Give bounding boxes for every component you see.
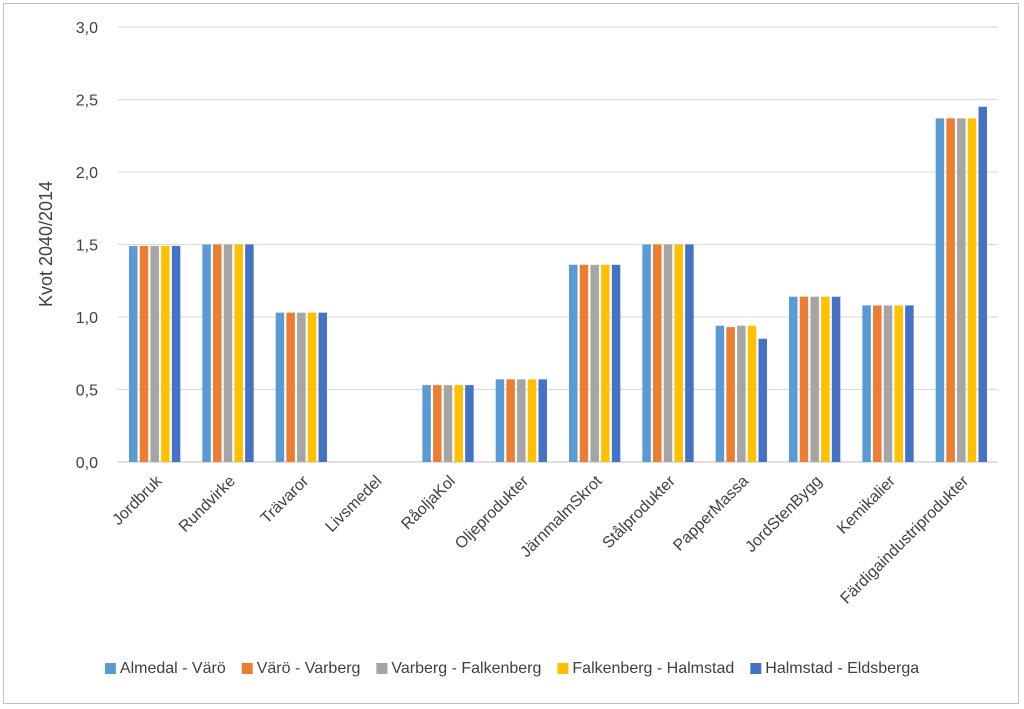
bar [873, 305, 882, 462]
bar [171, 245, 181, 462]
bar [758, 338, 767, 462]
bar [465, 385, 474, 462]
bar [946, 118, 955, 462]
bar [862, 305, 871, 462]
x-category-label: Rundvirke [176, 473, 239, 536]
x-category-label: Stålprodukter [599, 472, 679, 552]
bar [737, 325, 746, 462]
x-category-label: Livsmedel [323, 473, 386, 536]
legend-swatch [557, 663, 569, 674]
legend-label: Halmstad - Eldsberga [765, 660, 919, 677]
bar [213, 244, 222, 462]
bar [297, 312, 306, 462]
bar [161, 245, 170, 462]
y-tick-label: 1,0 [76, 310, 98, 327]
bar [202, 244, 211, 462]
y-tick-label: 2,5 [76, 93, 98, 110]
bar [286, 312, 295, 462]
x-category-label: Kemikalier [834, 472, 899, 537]
bar [747, 325, 757, 462]
bar [978, 106, 987, 462]
legend-label: Almedal - Värö [120, 660, 226, 677]
y-tick-label: 1,5 [76, 238, 98, 255]
bar [443, 385, 453, 462]
bar [506, 379, 515, 462]
bar [517, 379, 526, 462]
legend-swatch [750, 663, 762, 674]
legend-label: Falkenberg - Halmstad [572, 660, 734, 677]
bar [601, 264, 610, 462]
bar [799, 296, 809, 462]
bar [611, 264, 621, 462]
bar [894, 305, 903, 462]
bar [527, 379, 537, 462]
bar [810, 296, 819, 462]
bar [495, 379, 505, 462]
y-axis-label: Kvot 2040/2014 [36, 181, 56, 307]
y-tick-label: 0,0 [76, 455, 98, 472]
legend-item: Halmstad - Eldsberga [750, 660, 919, 677]
x-category-label: Trävaror [258, 472, 313, 527]
bar [789, 296, 798, 462]
bar [663, 244, 673, 462]
bar [967, 118, 977, 462]
bar [422, 385, 431, 462]
y-axis-ticks: 0,0 0,5 1,0 1,5 2,0 2,5 3,0 [76, 20, 98, 472]
x-axis-categories: Jordbruk Rundvirke Trävaror Livsmedel Råolja… [109, 472, 972, 608]
legend-swatch [376, 663, 388, 674]
legend-swatch [104, 663, 116, 674]
bars [129, 106, 987, 462]
legend-item: Värö - Varberg [241, 660, 361, 677]
bar [905, 305, 914, 462]
bar [685, 244, 694, 462]
bar [957, 118, 966, 462]
x-category-label: Jordbruk [109, 472, 166, 529]
bar [642, 244, 651, 462]
bar [433, 385, 442, 462]
bar [935, 118, 945, 462]
bar [129, 245, 138, 462]
x-category-label: PapperMassa [670, 473, 752, 555]
y-tick-label: 2,0 [76, 165, 98, 182]
gridlines [118, 26, 998, 463]
bar [831, 296, 841, 462]
bar [139, 245, 149, 462]
legend-item: Falkenberg - Halmstad [557, 660, 734, 677]
bar [590, 264, 599, 462]
bar [307, 312, 317, 462]
legend-item: Varberg - Falkenberg [376, 660, 541, 677]
legend-label: Varberg - Falkenberg [391, 660, 541, 677]
bar [653, 244, 662, 462]
bar [726, 327, 735, 462]
bar [275, 312, 285, 462]
x-category-label: Färdigaindustriprodukter [838, 472, 973, 607]
bar [579, 264, 589, 462]
bar [454, 385, 463, 462]
bar [538, 379, 547, 462]
legend-swatch [241, 663, 253, 674]
legend-label: Värö - Varberg [257, 660, 361, 677]
legend-item: Almedal - Värö [104, 660, 226, 677]
x-category-label: Oljeprodukter [452, 472, 532, 552]
legend: Almedal - Värö Värö - Varberg Varberg - Fa… [104, 660, 919, 677]
bar [245, 244, 254, 462]
y-tick-label: 3,0 [76, 20, 98, 37]
bar [234, 244, 243, 462]
x-category-label: JordStenBygg [742, 473, 825, 556]
y-tick-label: 0,5 [76, 383, 98, 400]
bar [150, 245, 159, 462]
bar [821, 296, 830, 462]
bar [569, 264, 578, 462]
bar [674, 244, 683, 462]
bar [223, 244, 233, 462]
bar [715, 325, 725, 462]
bar [883, 305, 893, 462]
x-category-label: RåoljaKol [398, 472, 459, 533]
bar [318, 312, 327, 462]
